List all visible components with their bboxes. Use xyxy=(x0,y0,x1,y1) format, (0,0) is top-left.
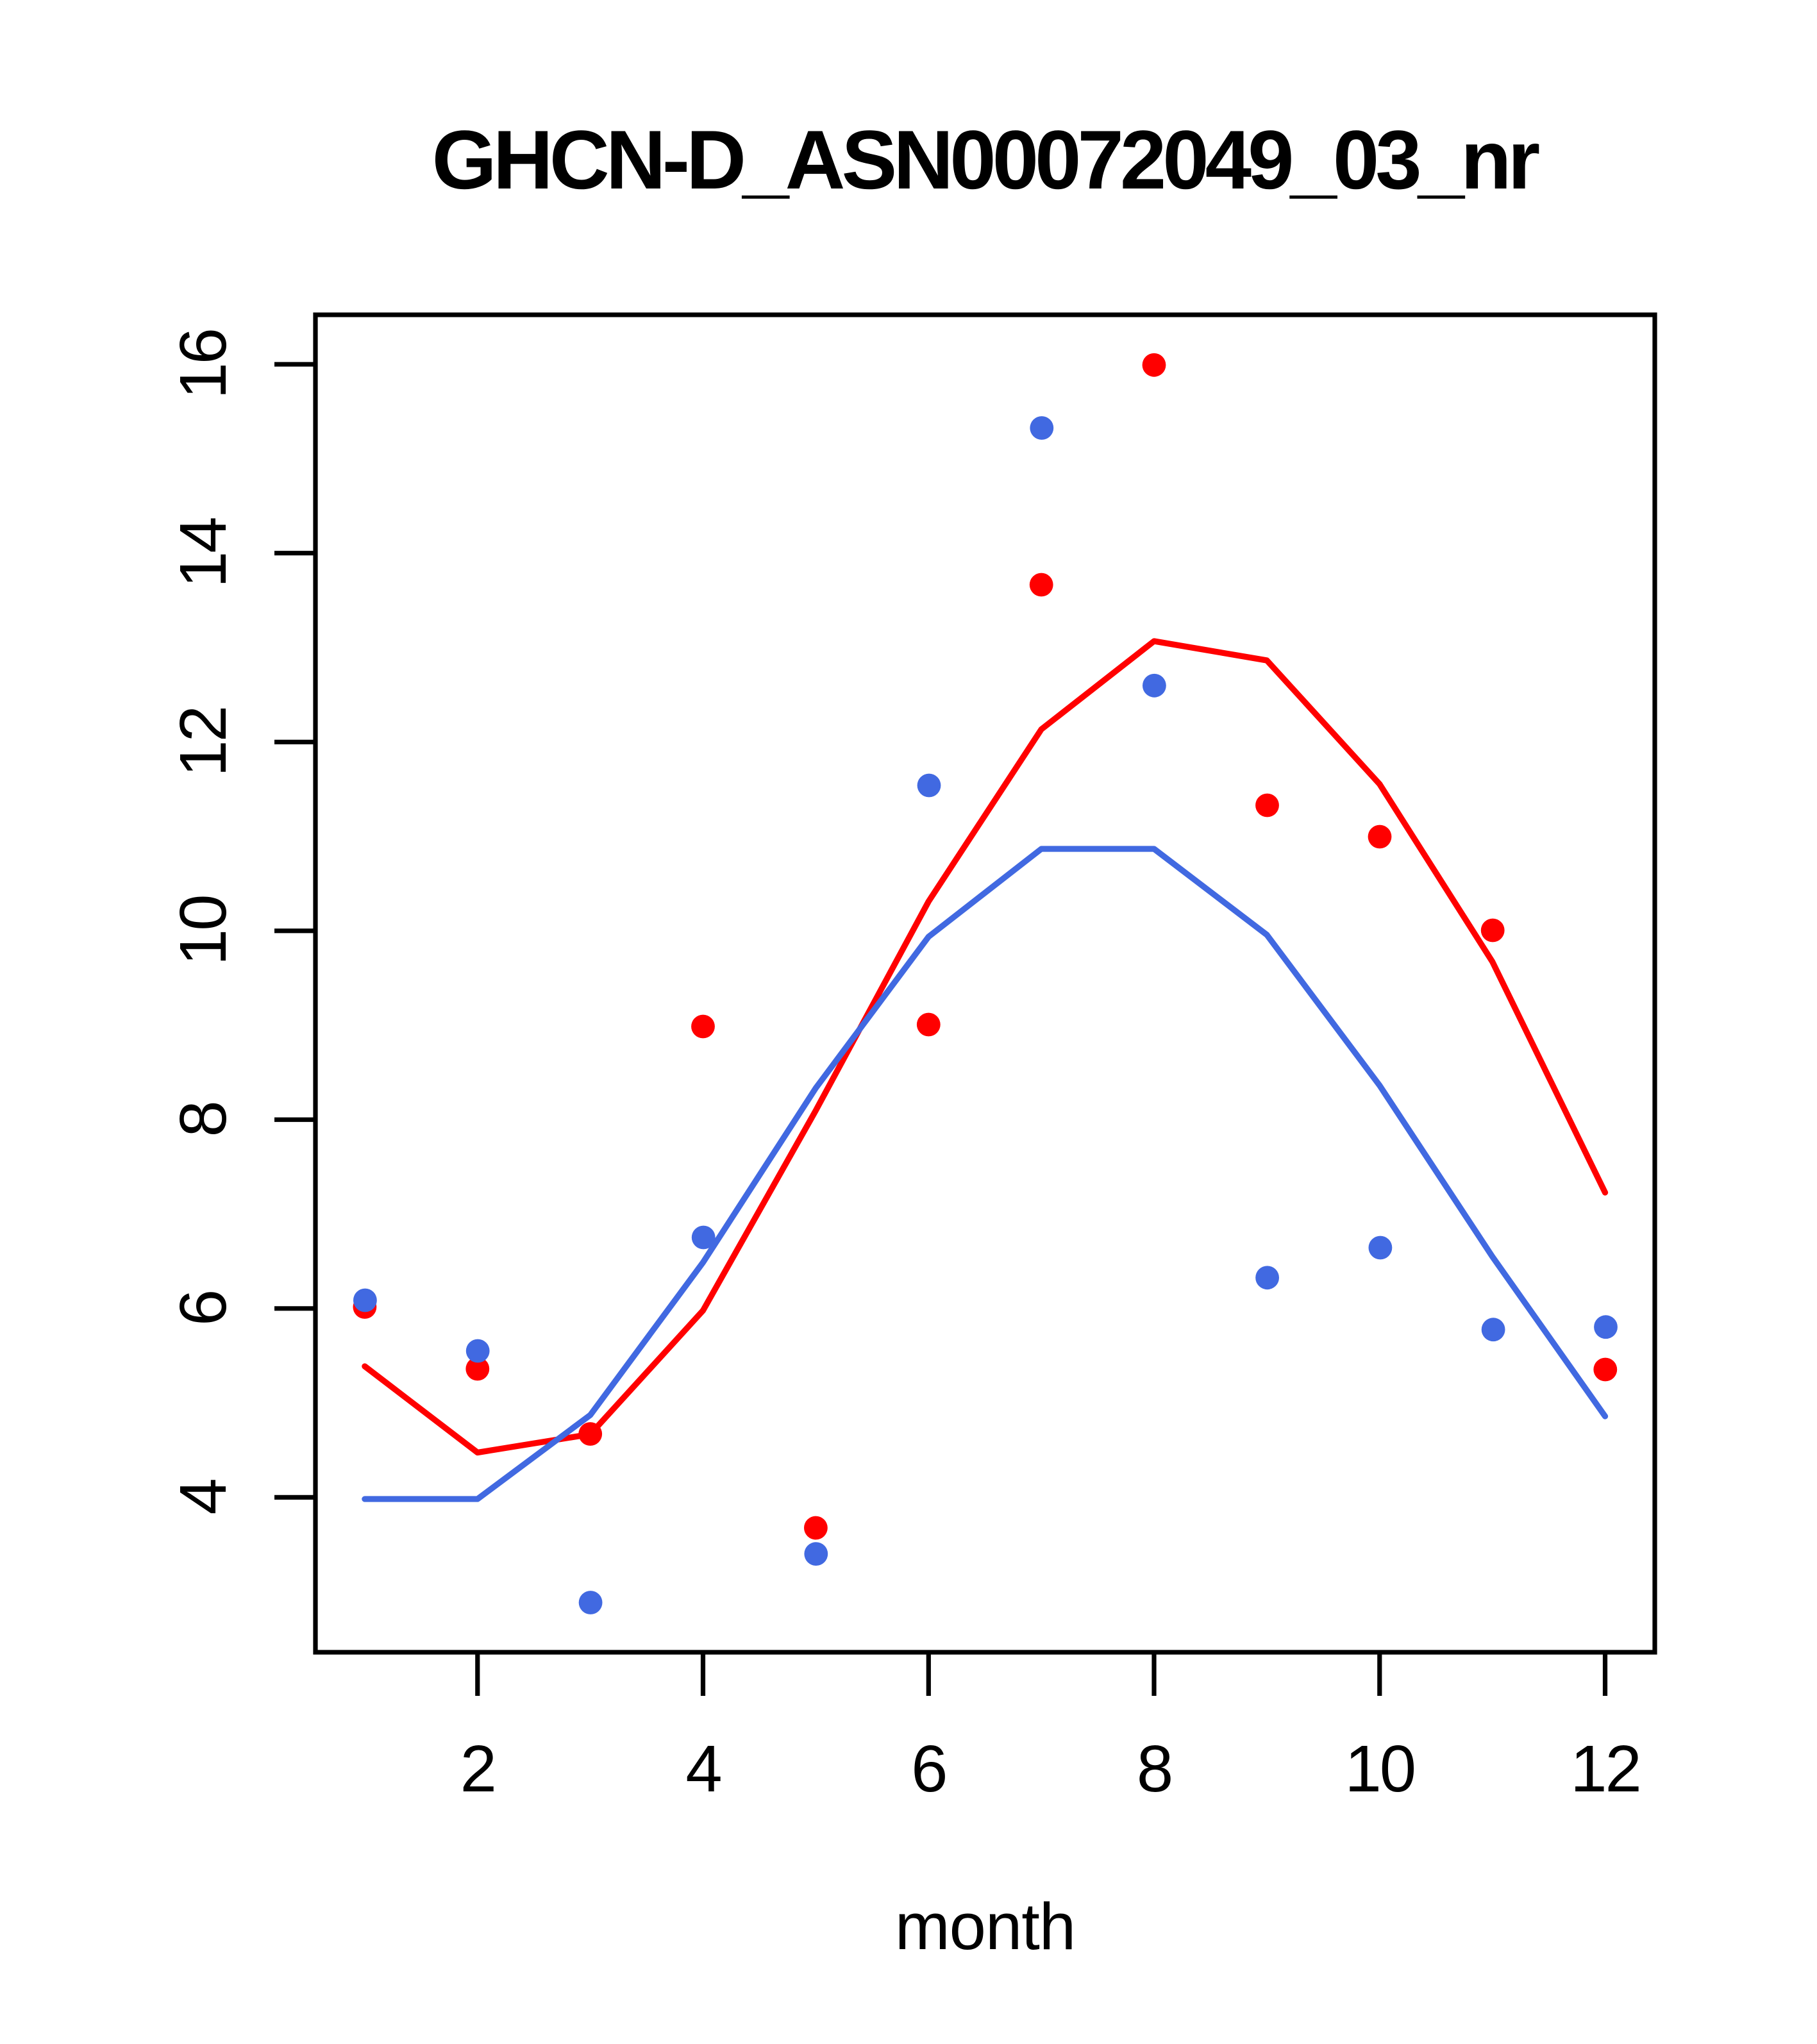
svg-text:6: 6 xyxy=(911,1732,946,1805)
svg-text:12: 12 xyxy=(1570,1732,1640,1805)
svg-text:12: 12 xyxy=(166,707,240,777)
svg-text:2: 2 xyxy=(460,1732,495,1805)
svg-text:4: 4 xyxy=(166,1480,240,1515)
svg-text:8: 8 xyxy=(166,1102,240,1137)
svg-text:4: 4 xyxy=(685,1732,721,1805)
svg-text:GHCN-D_ASN00072049_03_nr: GHCN-D_ASN00072049_03_nr xyxy=(432,113,1539,206)
svg-text:8: 8 xyxy=(1137,1732,1171,1805)
svg-text:6: 6 xyxy=(166,1291,240,1326)
svg-text:10: 10 xyxy=(1345,1732,1415,1805)
svg-text:14: 14 xyxy=(166,518,240,588)
svg-text:month: month xyxy=(895,1889,1075,1963)
svg-text:16: 16 xyxy=(166,330,240,399)
svg-text:10: 10 xyxy=(166,896,240,966)
